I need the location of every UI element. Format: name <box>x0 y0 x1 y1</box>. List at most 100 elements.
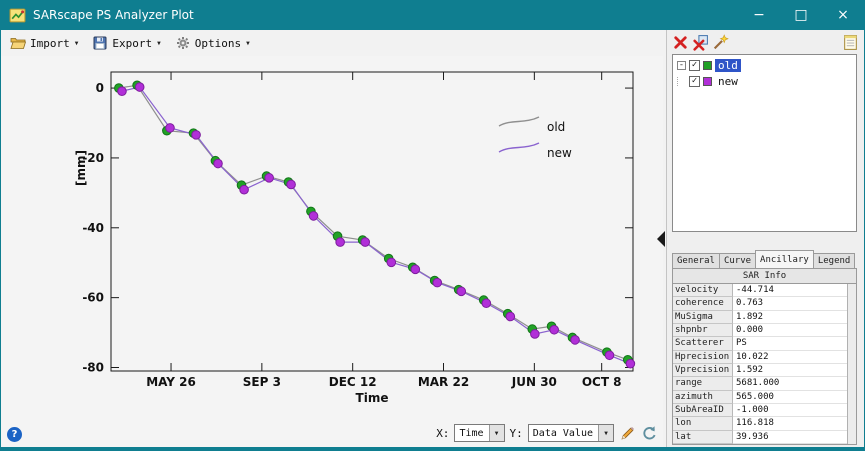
data-point-new[interactable] <box>308 211 319 221</box>
x-axis-combo[interactable]: Time ▼ <box>454 424 505 442</box>
plot-area: 0 -20 -40 -60 -80 MAY 26 SEP 3 DEC 12 MAR 22 JUN … <box>1 56 663 447</box>
table-row: MuSigma 1.892 <box>673 310 847 324</box>
refresh-icon[interactable] <box>641 425 658 442</box>
chevron-down-icon[interactable]: ▼ <box>598 425 613 441</box>
data-point-new[interactable] <box>264 173 274 183</box>
table-row: shpnbr 0.000 <box>673 323 847 338</box>
data-point-new[interactable] <box>335 237 345 247</box>
row-label-SubAreaID: SubAreaID <box>673 403 733 418</box>
layer-checkbox-new[interactable]: ✓ <box>689 75 700 87</box>
row-value-Hprecision[interactable]: 10.022 <box>733 350 847 364</box>
maximize-button[interactable]: □ <box>794 7 808 23</box>
open-folder-icon <box>10 36 26 50</box>
row-label-coherence: coherence <box>673 297 733 311</box>
pencil-icon[interactable] <box>619 425 636 442</box>
save-disk-icon <box>92 36 108 50</box>
x-tick-label: SEP 3 <box>243 375 281 389</box>
row-value-SubAreaID[interactable]: -1.000 <box>733 403 847 418</box>
data-point-new[interactable] <box>117 86 127 97</box>
data-point-new[interactable] <box>134 82 145 92</box>
data-point-new[interactable] <box>432 277 443 288</box>
tab-general[interactable]: General <box>672 253 720 268</box>
x-tick-label: OCT 8 <box>582 375 622 389</box>
row-value-shpnbr[interactable]: 0.000 <box>733 323 847 338</box>
panel-toolbar <box>672 32 859 52</box>
row-value-MuSigma[interactable]: 1.892 <box>733 310 847 324</box>
magic-wand-icon[interactable] <box>712 33 729 51</box>
layer-row-new[interactable]: ✓ new <box>673 73 856 89</box>
data-point-new[interactable] <box>625 358 636 369</box>
row-value-Vprecision[interactable]: 1.592 <box>733 363 847 378</box>
data-point-new[interactable] <box>213 158 223 169</box>
data-point-new[interactable] <box>191 130 201 140</box>
tree-expander[interactable]: - <box>677 59 686 70</box>
data-point-new[interactable] <box>360 237 371 247</box>
tab-legend[interactable]: Legend <box>812 253 856 268</box>
export-button[interactable]: Export ▼ <box>89 34 163 52</box>
table-scrollbar[interactable] <box>847 284 856 444</box>
remove-all-layers-icon[interactable] <box>692 34 709 51</box>
notes-icon[interactable] <box>842 34 859 51</box>
layer-row-old[interactable]: - ✓ old <box>673 57 856 73</box>
row-value-azimuth[interactable]: 565.000 <box>733 390 847 404</box>
data-point-new[interactable] <box>456 286 467 297</box>
window-title: SARscape PS Analyzer Plot <box>33 8 194 22</box>
x-tick-label: DEC 12 <box>329 375 377 389</box>
layer-checkbox-old[interactable]: ✓ <box>689 59 700 71</box>
panel-collapse-arrow[interactable] <box>657 231 665 247</box>
minimize-button[interactable]: − <box>753 7 765 23</box>
chevron-down-icon[interactable]: ▼ <box>488 425 504 441</box>
table-row: SubAreaID -1.000 <box>673 403 847 418</box>
data-point-new[interactable] <box>239 184 249 195</box>
row-value-lat[interactable]: 39.936 <box>733 430 847 444</box>
table-row: range 5681.000 <box>673 377 847 391</box>
row-label-Vprecision: Vprecision <box>673 363 733 378</box>
row-label-lat: lat <box>673 430 733 444</box>
series-line-old <box>118 84 628 361</box>
row-value-velocity[interactable]: -44.714 <box>733 284 847 298</box>
data-point-new[interactable] <box>505 311 516 322</box>
sar-info-header: SAR Info <box>673 269 856 284</box>
data-point-new[interactable] <box>604 350 615 361</box>
table-row: Scatterer PS <box>673 337 847 351</box>
row-value-coherence[interactable]: 0.763 <box>733 297 847 311</box>
row-value-Scatterer[interactable]: PS <box>733 337 847 351</box>
tab-ancillary[interactable]: Ancillary <box>755 250 814 268</box>
data-point-new[interactable] <box>530 329 540 339</box>
row-value-range[interactable]: 5681.000 <box>733 377 847 391</box>
data-point-new[interactable] <box>570 335 580 345</box>
import-label: Import <box>30 36 70 50</box>
table-row: lat 39.936 <box>673 430 847 444</box>
data-point-new[interactable] <box>165 123 175 133</box>
titlebar[interactable]: SARscape PS Analyzer Plot − □ × <box>1 0 864 30</box>
gear-icon <box>175 36 191 50</box>
options-button[interactable]: Options ▼ <box>172 34 253 52</box>
y-axis-value: Data Value <box>532 428 593 439</box>
data-point-new[interactable] <box>549 324 559 335</box>
y-tick-label: -20 <box>82 151 104 165</box>
y-tick-label: -60 <box>82 291 104 305</box>
row-value-lon[interactable]: 116.818 <box>733 417 847 431</box>
close-button[interactable]: × <box>837 7 849 23</box>
dropdown-caret-icon: ▼ <box>74 39 79 47</box>
import-button[interactable]: Import ▼ <box>7 34 81 52</box>
tab-curve[interactable]: Curve <box>718 253 757 268</box>
layer-list: - ✓ old ✓ new <box>672 54 857 232</box>
data-point-new[interactable] <box>286 179 296 190</box>
dropdown-caret-icon: ▼ <box>157 39 161 47</box>
help-button[interactable]: ? <box>7 427 22 442</box>
data-point-new[interactable] <box>410 264 421 275</box>
y-tick-label: -40 <box>82 221 104 235</box>
layer-label-old[interactable]: old <box>715 58 741 72</box>
data-point-new[interactable] <box>481 298 492 309</box>
y-axis-caption: Y: <box>509 426 523 440</box>
y-axis-combo[interactable]: Data Value ▼ <box>527 424 614 442</box>
time-series-chart: 0 -20 -40 -60 -80 MAY 26 SEP 3 DEC 12 MAR 22 JUN … <box>74 71 636 405</box>
row-label-Scatterer: Scatterer <box>673 337 733 351</box>
data-point-new[interactable] <box>386 257 397 268</box>
table-row: coherence 0.763 <box>673 297 847 311</box>
layer-label-new[interactable]: new <box>718 74 738 88</box>
remove-layer-icon[interactable] <box>672 34 689 51</box>
series-line-new <box>121 86 631 365</box>
row-label-Hprecision: Hprecision <box>673 350 733 364</box>
